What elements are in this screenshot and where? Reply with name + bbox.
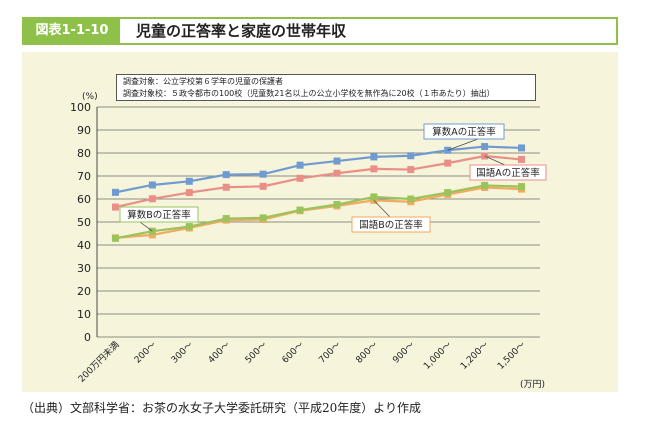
data-point xyxy=(185,189,193,197)
y-tick-label: 100 xyxy=(70,101,91,114)
figure-title: 児童の正答率と家庭の世帯年収 xyxy=(136,22,347,40)
data-point xyxy=(222,215,230,223)
y-tick-label: 30 xyxy=(77,262,91,275)
data-point xyxy=(259,170,267,178)
callout-box xyxy=(423,123,505,140)
data-point xyxy=(407,195,415,203)
x-tick-label: 700〜 xyxy=(317,340,343,366)
y-tick-label: 80 xyxy=(77,147,91,160)
data-point xyxy=(444,189,452,197)
series-line xyxy=(115,145,522,194)
y-unit-label: (%) xyxy=(82,92,98,102)
data-point xyxy=(148,231,156,239)
y-tick-label: 0 xyxy=(84,331,91,344)
data-point xyxy=(333,201,341,209)
data-point xyxy=(111,234,119,242)
series-label: 算数Bの正答率 xyxy=(127,209,191,221)
x-tick-label: 300〜 xyxy=(170,340,196,366)
figure-number: 図表1-1-10 xyxy=(24,19,120,43)
y-tick-label: 20 xyxy=(77,285,91,298)
data-point xyxy=(259,182,267,190)
data-point xyxy=(407,166,415,174)
data-point xyxy=(148,181,156,189)
x-tick-label: 400〜 xyxy=(207,340,233,366)
callout-box xyxy=(119,206,199,223)
series-label: 国語Aの正答率 xyxy=(476,167,540,179)
data-point xyxy=(259,214,267,222)
survey-note-line-1: 調査対象：公立学校第６学年の児童の保護者 xyxy=(123,77,283,86)
y-tick-label: 60 xyxy=(77,193,91,206)
data-point xyxy=(481,181,489,189)
data-point xyxy=(296,174,304,182)
x-tick-label: 200万円未満 xyxy=(75,339,121,385)
y-tick-label: 40 xyxy=(77,239,91,252)
x-tick-label: 600〜 xyxy=(281,340,307,366)
x-tick-label: 800〜 xyxy=(354,340,380,366)
data-point xyxy=(370,193,378,201)
y-tick-label: 70 xyxy=(77,170,91,183)
data-point xyxy=(407,152,415,160)
y-tick-label: 50 xyxy=(77,216,91,229)
data-point xyxy=(185,223,193,231)
data-point xyxy=(185,177,193,185)
series-label: 国語Bの正答率 xyxy=(359,219,423,231)
data-point xyxy=(111,188,119,196)
x-tick-label: 1,500〜 xyxy=(496,340,528,372)
data-point xyxy=(222,171,230,179)
data-point xyxy=(518,155,526,163)
x-tick-label: 900〜 xyxy=(391,340,417,366)
data-point xyxy=(518,183,526,191)
callout-leader xyxy=(139,221,153,232)
data-point xyxy=(518,144,526,152)
survey-note: 調査対象：公立学校第６学年の児童の保護者 調査対象校：５政令都市の100校（児童… xyxy=(116,74,536,101)
data-point xyxy=(444,159,452,167)
x-tick-label: 200〜 xyxy=(133,340,159,366)
figure-title-bar: 図表1-1-10 児童の正答率と家庭の世帯年収 xyxy=(22,17,618,45)
data-point xyxy=(296,161,304,169)
series-line xyxy=(115,154,522,209)
survey-note-line-2: 調査対象校：５政令都市の100校（児童数21名以上の公立小学校を無作為に20校（… xyxy=(123,89,495,98)
data-point xyxy=(222,183,230,191)
callout-box xyxy=(351,216,431,233)
callout-leader xyxy=(484,155,506,166)
callout-leader xyxy=(447,138,479,151)
data-point xyxy=(148,195,156,203)
callout-leader xyxy=(373,200,391,218)
data-point xyxy=(296,206,304,214)
x-unit-label: (万円) xyxy=(520,379,545,390)
x-tick-label: 1,000〜 xyxy=(422,340,454,372)
source-citation: （出典）文部科学省：お茶の水女子大学委託研究（平成20年度）より作成 xyxy=(22,401,422,415)
y-tick-label: 10 xyxy=(77,308,91,321)
data-point xyxy=(111,203,119,211)
data-point xyxy=(333,169,341,177)
data-point xyxy=(333,157,341,165)
x-tick-label: 1,200〜 xyxy=(459,340,491,372)
callout-box xyxy=(469,164,547,181)
y-tick-label: 90 xyxy=(77,124,91,137)
data-point xyxy=(481,143,489,151)
series-line xyxy=(115,184,522,240)
series-label: 算数Aの正答率 xyxy=(432,126,496,138)
x-tick-label: 500〜 xyxy=(244,340,270,366)
data-point xyxy=(370,165,378,173)
data-point xyxy=(370,153,378,161)
